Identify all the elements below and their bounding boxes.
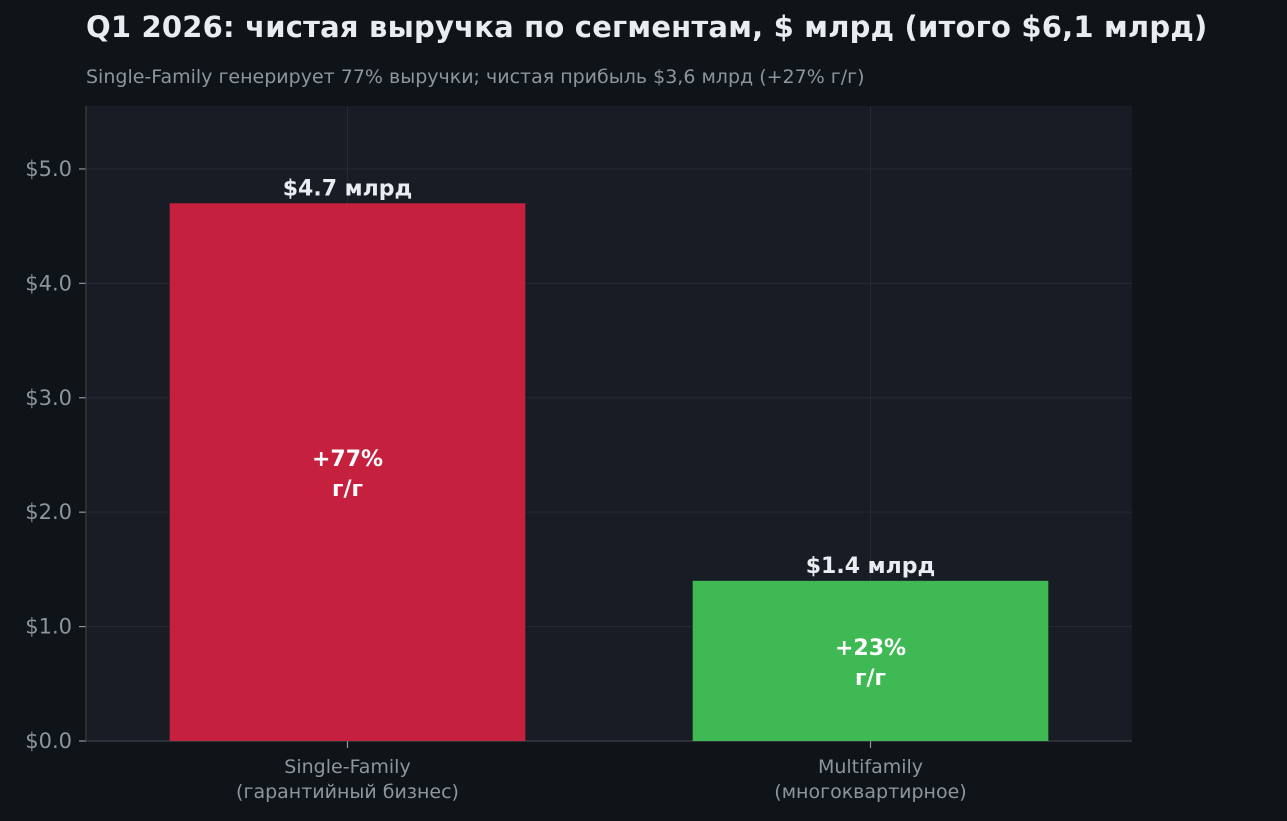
x-tick-label: Single-Family (гарантийный бизнес) — [236, 756, 459, 803]
y-tick-label: $1.0 — [25, 615, 72, 639]
bar — [692, 580, 1049, 741]
x-tick-label: Multifamily (многоквартирное) — [774, 756, 966, 803]
y-tick-label: $5.0 — [25, 157, 72, 181]
bar-growth-label: +23% г/г — [835, 636, 906, 691]
bar — [169, 203, 526, 741]
chart-title: Q1 2026: чистая выручка по сегментам, $ … — [86, 10, 1208, 44]
bar-growth-label: +77% г/г — [312, 447, 383, 502]
bar-value-label: $4.7 млрд — [283, 176, 413, 201]
y-tick-label: $4.0 — [25, 271, 72, 295]
y-tick-label: $0.0 — [25, 729, 72, 753]
chart-subtitle: Single-Family генерирует 77% выручки; чи… — [86, 66, 865, 88]
y-tick-label: $2.0 — [25, 500, 72, 524]
bar-value-label: $1.4 млрд — [806, 554, 936, 579]
y-tick-label: $3.0 — [25, 386, 72, 410]
